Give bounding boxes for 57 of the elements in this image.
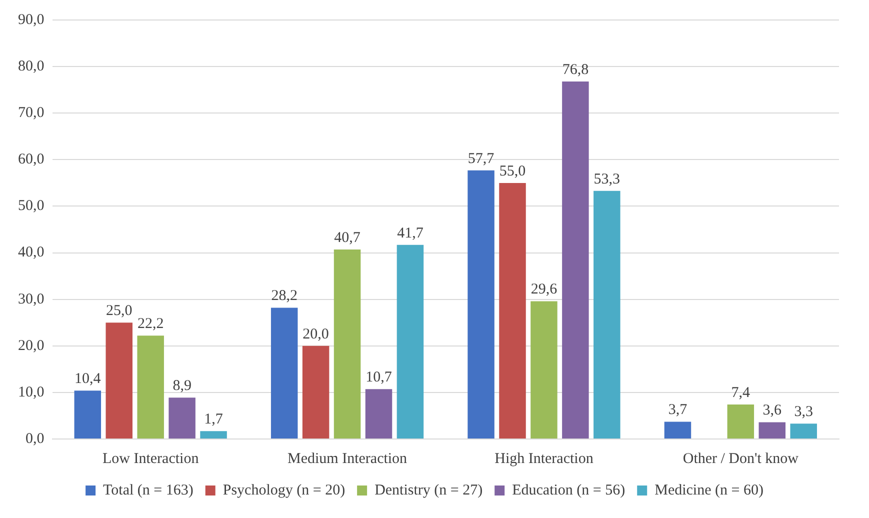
y-tick-label: 70,0 <box>18 105 44 122</box>
bar <box>562 81 589 438</box>
bar <box>200 431 227 438</box>
legend-label: Education (n = 56) <box>512 482 626 498</box>
bar <box>396 244 424 438</box>
data-label: 29,6 <box>530 282 558 298</box>
bar <box>594 190 620 438</box>
bar <box>334 250 361 438</box>
y-tick-label: 30,0 <box>18 291 44 308</box>
bar <box>106 322 132 438</box>
data-label: 10,7 <box>366 370 392 386</box>
y-tick-label: 90,0 <box>18 12 44 28</box>
bar <box>664 422 692 438</box>
x-tick-label: Low Interaction <box>102 450 200 467</box>
bar <box>302 346 330 438</box>
bar <box>137 336 164 438</box>
data-label: 7,4 <box>731 384 751 401</box>
y-tick-label: 50,0 <box>18 198 44 214</box>
data-label: 3,3 <box>794 404 813 420</box>
data-label: 76,8 <box>562 62 589 78</box>
x-tick-label: High Interaction <box>494 450 594 467</box>
y-tick-label: 60,0 <box>18 152 44 168</box>
data-label: 8,9 <box>172 378 192 394</box>
legend-label: Psychology (n = 20) <box>222 482 346 498</box>
bar <box>530 301 558 438</box>
data-label: 40,7 <box>334 230 361 246</box>
bar <box>74 390 102 438</box>
data-label: 3,6 <box>762 402 782 419</box>
y-tick-label: 80,0 <box>18 58 44 74</box>
y-tick-label: 0,0 <box>26 430 44 447</box>
bar <box>758 422 786 438</box>
data-label: 28,2 <box>271 288 298 304</box>
y-tick-label: 10,0 <box>18 384 44 400</box>
bar <box>365 389 392 438</box>
data-label: 25,0 <box>106 303 132 320</box>
bar <box>727 404 754 438</box>
x-tick-label: Other / Don't know <box>682 450 799 467</box>
data-label: 3,7 <box>668 402 688 418</box>
data-label: 55,0 <box>499 163 526 180</box>
legend-label: Dentistry (n = 27) <box>374 482 483 498</box>
y-tick-label: 40,0 <box>18 244 44 261</box>
data-label: 10,4 <box>74 371 102 388</box>
bar <box>468 170 494 438</box>
data-label: 53,3 <box>594 171 620 188</box>
x-tick-label: Medium Interaction <box>288 450 408 467</box>
bar <box>499 182 526 438</box>
data-label: 20,0 <box>302 326 329 342</box>
data-label: 1,7 <box>204 412 224 428</box>
bar <box>270 308 298 438</box>
legend-label: Total (n = 163) <box>103 482 194 498</box>
data-label: 41,7 <box>397 225 424 242</box>
data-label: 57,7 <box>468 150 495 167</box>
bar <box>168 398 196 438</box>
y-tick-label: 20,0 <box>18 338 44 354</box>
legend-label: Medicine (n = 60) <box>654 482 764 498</box>
data-label: 22,2 <box>137 316 164 332</box>
bar <box>790 424 817 438</box>
